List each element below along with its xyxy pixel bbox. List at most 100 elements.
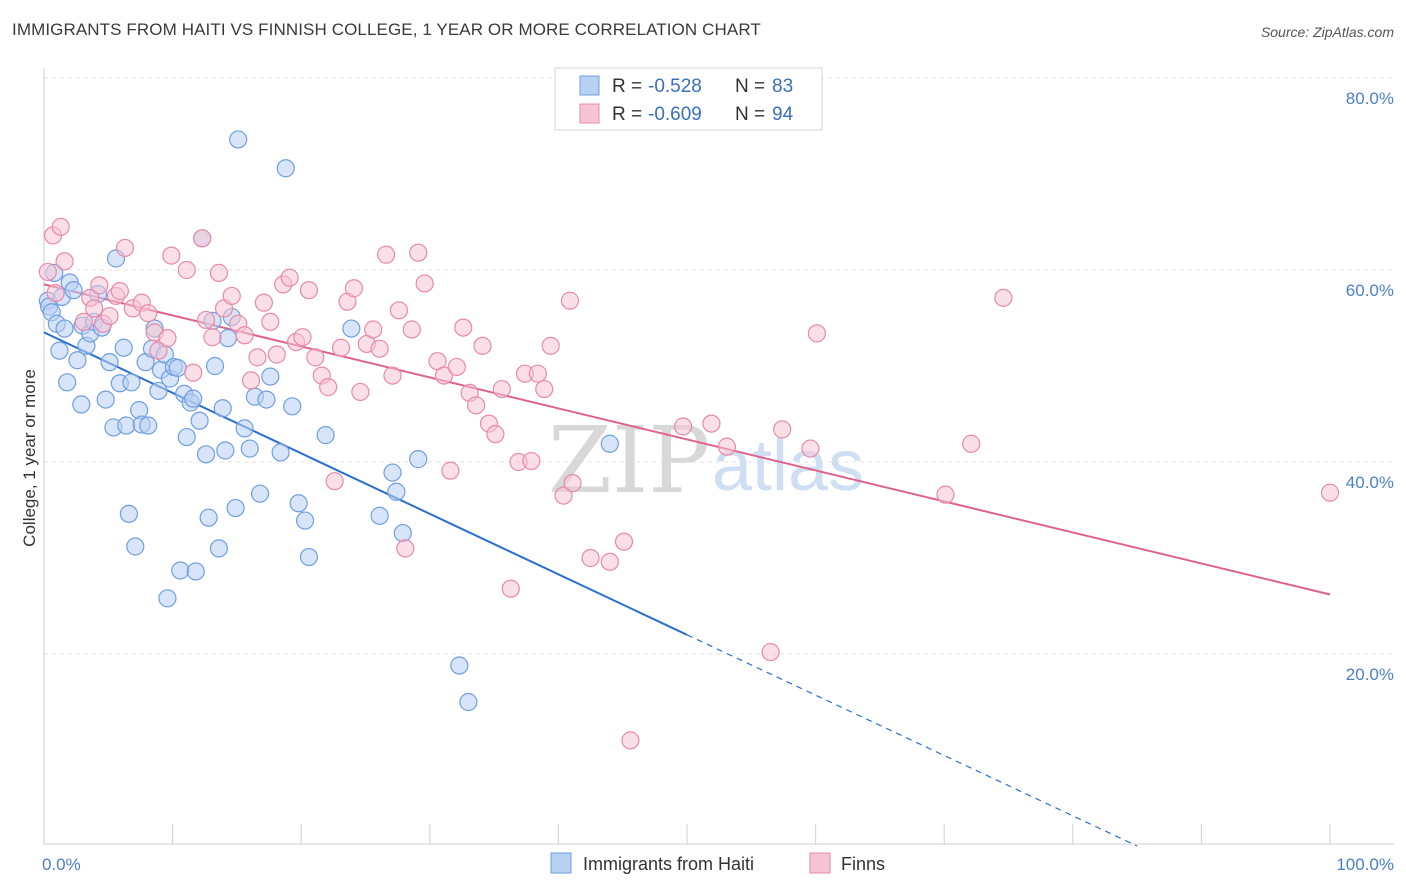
data-point-haiti	[186, 562, 205, 581]
data-point-finns	[434, 366, 454, 385]
data-point-finns	[486, 425, 505, 444]
data-point-haiti	[387, 482, 406, 501]
legend-r-value-finns: -0.609	[648, 104, 702, 125]
data-point-finns	[415, 274, 434, 293]
y-tick-label: 60.0%	[1346, 281, 1394, 300]
data-point-finns	[541, 336, 560, 355]
data-point-finns	[674, 417, 693, 436]
data-point-haiti	[283, 397, 302, 416]
y-axis-label: College, 1 year or more	[20, 369, 39, 547]
data-point-haiti	[139, 416, 158, 435]
data-point-finns	[100, 306, 119, 326]
data-point-finns	[325, 472, 344, 491]
data-point-finns	[600, 552, 619, 571]
data-point-finns	[447, 357, 466, 377]
data-point-finns	[193, 229, 212, 248]
data-point-haiti	[271, 443, 290, 462]
data-point-finns	[293, 328, 312, 347]
data-point-haiti	[213, 399, 232, 418]
watermark-atlas: atlas	[712, 426, 864, 506]
data-point-finns	[621, 731, 640, 750]
data-points	[38, 130, 1340, 750]
data-point-finns	[55, 252, 74, 271]
data-point-finns	[389, 301, 409, 320]
data-point-finns	[364, 320, 383, 339]
bottom-legend-label-finns: Finns	[841, 854, 885, 874]
data-point-finns	[46, 283, 65, 303]
data-point-haiti	[168, 358, 187, 378]
legend-r-label-finns: R =	[612, 104, 642, 125]
legend-n-label-haiti: N =	[735, 76, 765, 97]
legend-n-value-haiti: 83	[772, 76, 793, 97]
data-point-finns	[801, 439, 820, 458]
data-point-haiti	[240, 439, 259, 458]
x-tick-label: 0.0%	[42, 855, 81, 874]
data-point-finns	[196, 310, 216, 330]
data-point-haiti	[289, 494, 308, 513]
data-point-haiti	[250, 484, 270, 503]
data-point-finns	[773, 420, 792, 439]
data-point-finns	[331, 338, 351, 357]
data-point-haiti	[158, 589, 177, 608]
data-point-finns	[306, 348, 325, 367]
data-point-haiti	[100, 353, 119, 372]
data-point-finns	[162, 246, 181, 265]
data-point-finns	[501, 579, 520, 598]
data-point-finns	[560, 291, 580, 310]
data-point-finns	[466, 396, 486, 415]
data-point-finns	[614, 532, 634, 551]
data-point-finns	[267, 345, 286, 364]
data-point-finns	[554, 486, 573, 505]
data-point-finns	[522, 451, 541, 471]
data-point-haiti	[96, 390, 115, 409]
trend-line-extension-0	[686, 634, 1138, 847]
bottom-legend-label-haiti: Immigrants from Haiti	[583, 854, 754, 874]
data-point-finns	[85, 299, 104, 318]
legend: R = -0.528 N = 83 R = -0.609 N = 94	[554, 67, 823, 131]
data-point-haiti	[295, 511, 315, 530]
data-point-haiti	[122, 373, 141, 392]
data-point-haiti	[190, 411, 209, 430]
data-point-finns	[409, 243, 428, 262]
legend-r-label-haiti: R =	[612, 76, 642, 97]
data-point-finns	[396, 539, 415, 558]
data-point-finns	[241, 371, 261, 390]
data-point-haiti	[370, 506, 389, 525]
data-point-haiti	[383, 463, 402, 482]
y-tick-label: 20.0%	[1346, 665, 1394, 684]
data-point-haiti	[261, 367, 280, 386]
data-point-haiti	[459, 692, 478, 712]
data-point-haiti	[409, 450, 428, 469]
data-point-haiti	[64, 281, 83, 300]
data-point-finns	[454, 318, 473, 337]
data-point-finns	[535, 379, 554, 399]
data-point-finns	[115, 238, 135, 258]
data-point-haiti	[450, 656, 469, 675]
data-point-haiti	[342, 319, 361, 338]
legend-n-value-finns: 94	[772, 104, 794, 125]
data-point-finns	[563, 474, 582, 493]
data-point-haiti	[171, 561, 190, 580]
trend-lines	[43, 283, 1331, 847]
x-tick-labels: 0.0% 100.0%	[42, 855, 1394, 874]
trend-line-1	[43, 283, 1331, 596]
data-point-finns	[299, 281, 319, 300]
data-point-haiti	[114, 338, 133, 357]
data-point-haiti	[68, 351, 87, 370]
data-point-haiti	[177, 427, 196, 447]
data-point-haiti	[55, 319, 74, 338]
data-point-haiti	[316, 426, 335, 445]
data-point-finns	[90, 276, 109, 295]
data-point-haiti	[393, 523, 412, 543]
data-point-finns	[528, 364, 547, 383]
data-point-haiti	[216, 441, 235, 460]
data-point-finns	[376, 245, 396, 264]
data-point-finns	[139, 304, 158, 323]
data-point-finns	[235, 326, 254, 345]
data-point-haiti	[600, 434, 619, 453]
data-point-haiti	[235, 419, 254, 438]
data-point-finns	[1320, 483, 1340, 502]
y-tick-label: 40.0%	[1346, 473, 1394, 492]
data-point-finns	[962, 434, 981, 453]
